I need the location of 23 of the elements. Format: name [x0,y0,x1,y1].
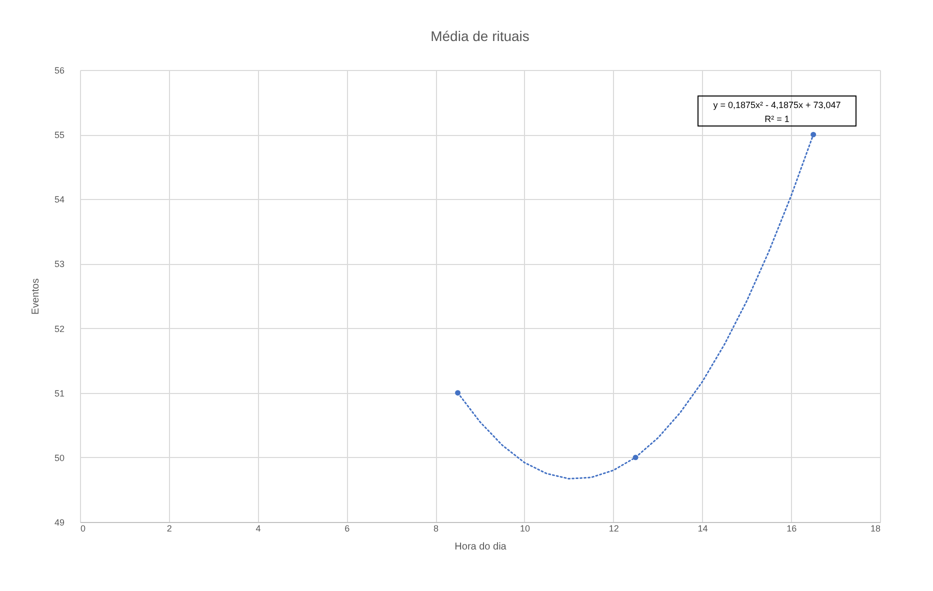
x-tick-label: 14 [698,524,708,534]
x-tick-label: 18 [870,524,880,534]
x-tick-label: 10 [520,524,530,534]
x-tick-label: 4 [256,524,261,534]
x-tick-label: 12 [608,524,619,534]
y-tick-label: 54 [54,194,64,205]
x-tick-label: 6 [344,524,350,534]
x-tick-label: 8 [434,524,439,534]
chart-title: Média de rituais [430,28,530,44]
y-tick-label: 50 [54,452,64,463]
y-tick-label: 51 [54,388,64,398]
x-tick-label: 2 [166,524,172,534]
x-axis-title: Hora do dia [454,542,507,552]
y-tick-label: 52 [54,324,64,334]
annotation: R² = 1 [764,114,790,124]
y-tick-label: 53 [54,259,64,270]
y-tick-label: 49 [54,518,64,528]
annotation: y = 0,1875x² - 4,1875x + 73,047 [713,100,841,110]
x-tick-label: 16 [786,524,797,534]
y-tick-label: 56 [54,66,64,76]
y-tick-label: 55 [54,130,64,140]
y-axis-title: Eventos [30,278,42,315]
x-tick-label: 0 [80,524,86,534]
